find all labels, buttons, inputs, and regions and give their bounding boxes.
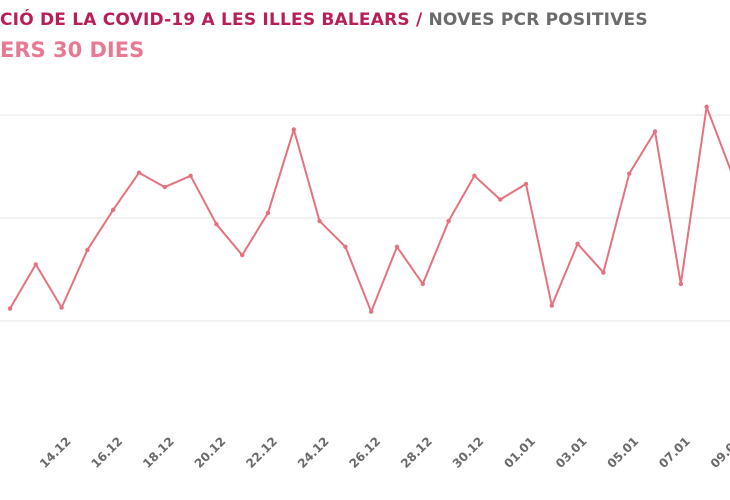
data-point-20.12 bbox=[214, 222, 219, 227]
chart-title: CIÓ DE LA COVID-19 A LES ILLES BALEARS /… bbox=[0, 10, 648, 30]
x-tick-label-16.12: 16.12 bbox=[89, 434, 126, 471]
data-point-25.12 bbox=[343, 244, 348, 249]
chart-title-metric: NOVES PCR POSITIVES bbox=[428, 10, 648, 30]
chart-title-main: CIÓ DE LA COVID-19 A LES ILLES BALEARS bbox=[0, 10, 410, 30]
data-points bbox=[7, 104, 709, 314]
data-point-02.01 bbox=[549, 303, 554, 308]
data-point-29.12 bbox=[446, 218, 451, 224]
data-point-28.12 bbox=[420, 281, 425, 287]
data-point-21.12 bbox=[240, 252, 245, 258]
series-group bbox=[9, 105, 730, 313]
data-point-14.12 bbox=[59, 305, 64, 310]
data-point-19.12 bbox=[188, 173, 193, 178]
data-point-15.12 bbox=[85, 247, 90, 253]
data-point-16.12 bbox=[111, 207, 116, 212]
x-tick-label-24.12: 24.12 bbox=[295, 434, 332, 471]
data-point-07.01 bbox=[678, 281, 683, 287]
x-tick-label-07.01: 07.01 bbox=[656, 434, 693, 471]
chart-subtitle: ERS 30 DIES bbox=[0, 38, 145, 62]
data-point-23.12 bbox=[291, 127, 296, 132]
data-point-05.01 bbox=[627, 171, 632, 176]
data-point-24.12 bbox=[317, 218, 322, 224]
data-point-03.01 bbox=[575, 241, 580, 246]
chart-title-separator: / bbox=[409, 10, 429, 30]
x-tick-label-09.01: 09.01 bbox=[708, 434, 730, 471]
x-tick-label-05.01: 05.01 bbox=[605, 434, 642, 471]
x-tick-label-01.01: 01.01 bbox=[501, 434, 538, 471]
x-tick-label-03.01: 03.01 bbox=[553, 434, 590, 471]
data-point-13.12 bbox=[33, 262, 38, 267]
data-point-31.12 bbox=[498, 197, 503, 202]
gridlines bbox=[0, 114, 730, 322]
data-point-04.01 bbox=[601, 270, 606, 275]
data-point-17.12 bbox=[136, 170, 142, 175]
x-axis-tick-labels: 14.12 16.12 18.12 20.12 22.12 24.12 26.12 28.12… bbox=[37, 434, 730, 471]
data-point-01.01 bbox=[523, 181, 529, 187]
series-line bbox=[9, 105, 730, 313]
x-tick-label-28.12: 28.12 bbox=[398, 434, 435, 471]
data-point-06.01 bbox=[652, 129, 658, 134]
data-point-08.01 bbox=[704, 104, 709, 110]
data-point-18.12 bbox=[162, 184, 167, 190]
data-point-12.12 bbox=[7, 306, 13, 311]
x-tick-label-18.12: 18.12 bbox=[140, 434, 177, 471]
data-point-30.12 bbox=[472, 173, 477, 178]
x-tick-label-30.12: 30.12 bbox=[450, 434, 487, 471]
data-point-27.12 bbox=[394, 244, 400, 249]
data-point-22.12 bbox=[265, 210, 271, 216]
x-tick-label-22.12: 22.12 bbox=[243, 434, 280, 471]
x-tick-label-14.12: 14.12 bbox=[37, 434, 74, 471]
x-tick-label-26.12: 26.12 bbox=[347, 434, 384, 471]
x-tick-label-20.12: 20.12 bbox=[192, 434, 229, 471]
data-point-26.12 bbox=[369, 309, 374, 314]
